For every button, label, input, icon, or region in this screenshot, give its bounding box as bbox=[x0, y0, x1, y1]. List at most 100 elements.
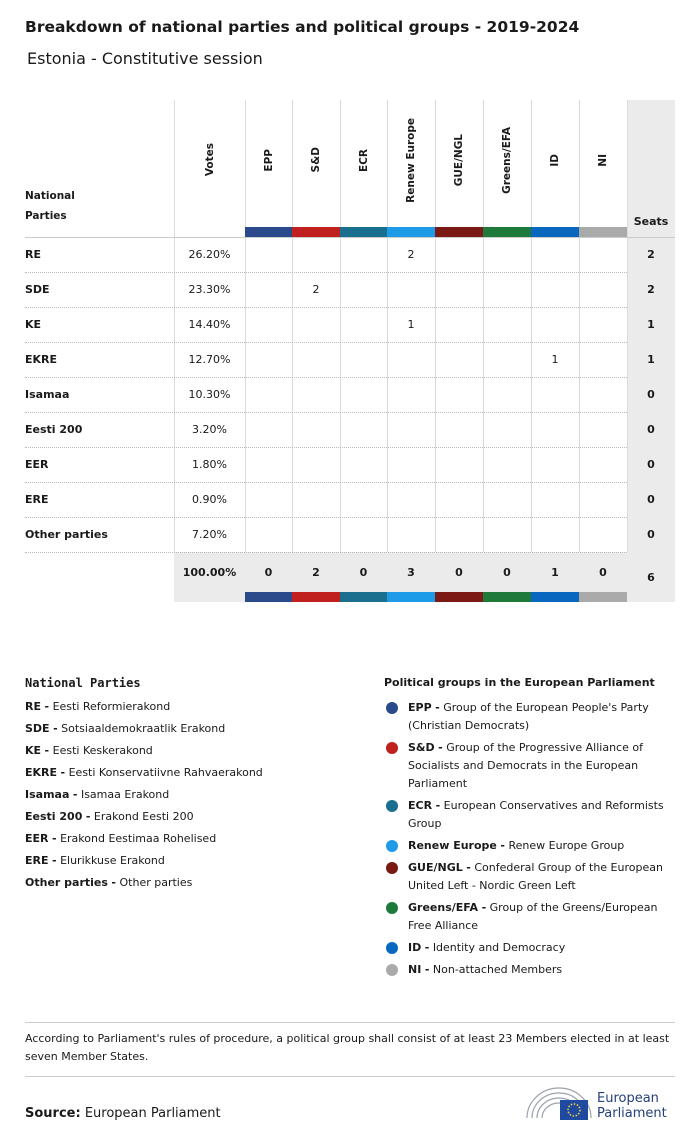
column-header: GUE/NGL bbox=[453, 133, 465, 187]
legend-name: European Conservatives and Reformists Gr… bbox=[408, 799, 664, 830]
group-color-bar bbox=[340, 227, 387, 237]
legend-abbr: RE bbox=[25, 700, 41, 713]
legend-dot bbox=[386, 862, 398, 874]
group-color-bar bbox=[292, 592, 340, 602]
title: Breakdown of national parties and politi… bbox=[25, 18, 580, 36]
votes: 14.40% bbox=[188, 318, 231, 331]
party-name: EER bbox=[25, 458, 49, 471]
party-name: KE bbox=[25, 318, 42, 331]
column-line bbox=[340, 100, 341, 552]
column-line bbox=[292, 100, 293, 552]
legend-dot bbox=[386, 800, 398, 812]
legend-item: ECR - European Conservatives and Reformi… bbox=[384, 797, 676, 833]
legend-name: Eesti Konservatiivne Rahvaerakond bbox=[68, 766, 263, 779]
legend-name: Group of the Greens/European Free Allian… bbox=[408, 901, 658, 932]
table: National Parties Votes EPP S&D ECR Renew Euro… bbox=[25, 100, 675, 602]
source-text: European Parliament bbox=[84, 1106, 221, 1121]
legend-abbr: EKRE bbox=[25, 766, 58, 779]
legend-separator: - bbox=[53, 722, 58, 735]
legend-item: GUE/NGL - Confederal Group of the Europe… bbox=[384, 859, 676, 895]
legend-separator: - bbox=[481, 901, 487, 914]
legend-separator: - bbox=[72, 788, 78, 801]
legend-abbr: Renew Europe bbox=[408, 839, 497, 852]
national-legend: National Parties RE - Eesti Reformierakon… bbox=[25, 676, 355, 894]
seats-header: Seats bbox=[633, 214, 669, 228]
legend-separator: - bbox=[435, 799, 441, 812]
legend-separator: - bbox=[85, 810, 91, 823]
seats: 2 bbox=[647, 283, 655, 296]
legend-abbr: S&D bbox=[408, 741, 435, 754]
logo-text: European Parliament bbox=[597, 1091, 667, 1121]
group-color-bar bbox=[435, 227, 483, 237]
row-separator bbox=[25, 552, 627, 553]
column-header-cell: NI bbox=[579, 110, 627, 210]
votes: 12.70% bbox=[188, 353, 231, 366]
logo-line: European bbox=[597, 1091, 659, 1106]
legend-dot bbox=[386, 942, 398, 954]
group-color-bar bbox=[292, 227, 340, 237]
column-line bbox=[483, 100, 484, 552]
legend-name: Non-attached Members bbox=[432, 963, 563, 976]
legend-name: Identity and Democracy bbox=[432, 941, 566, 954]
column-line bbox=[531, 100, 532, 552]
total-group-seats: 1 bbox=[551, 565, 559, 579]
legend-item: S&D - Group of the Progressive Alliance … bbox=[384, 739, 676, 793]
total-seats: 6 bbox=[647, 570, 655, 584]
seats: 2 bbox=[647, 248, 655, 261]
row-separator bbox=[25, 307, 627, 308]
column-header: Renew Europe bbox=[405, 117, 417, 203]
column-line bbox=[387, 100, 388, 552]
legend-title: National Parties bbox=[25, 676, 141, 690]
party-header: National Parties bbox=[25, 190, 75, 222]
legend-abbr: Other parties bbox=[25, 876, 108, 889]
legend-name: Confederal Group of the European United … bbox=[408, 861, 663, 892]
legend-item: EKRE - Eesti Konservatiivne Rahvaerakond bbox=[25, 762, 355, 784]
seats: 0 bbox=[647, 493, 655, 506]
group-color-bar bbox=[387, 592, 435, 602]
legend-separator: - bbox=[466, 861, 471, 874]
legend-separator: - bbox=[52, 854, 57, 867]
legend-dot bbox=[386, 840, 398, 852]
group-color-bar bbox=[245, 227, 292, 237]
legend-abbr: EER bbox=[25, 832, 49, 845]
legend-name: Eesti Reformierakond bbox=[52, 700, 171, 713]
group-legend: Political groups in the European Parliam… bbox=[384, 676, 676, 983]
seats: 1 bbox=[647, 353, 655, 366]
legend-item: SDE - Sotsiaaldemokraatlik Erakond bbox=[25, 718, 355, 740]
party-name: Isamaa bbox=[25, 388, 70, 401]
legend-abbr: Greens/EFA bbox=[408, 901, 479, 914]
total-group-seats: 2 bbox=[312, 565, 320, 579]
seats: 0 bbox=[647, 528, 655, 541]
column-header-cell: ID bbox=[531, 110, 579, 210]
legend-separator: - bbox=[438, 741, 443, 754]
legend-abbr: ECR bbox=[408, 799, 433, 812]
logo-mark bbox=[526, 1087, 592, 1120]
legend-abbr: EPP bbox=[408, 701, 432, 714]
legend-name: Renew Europe Group bbox=[508, 839, 625, 852]
legend-item: KE - Eesti Keskerakond bbox=[25, 740, 355, 762]
note: According to Parliament's rules of proce… bbox=[25, 1032, 670, 1063]
seats: 0 bbox=[647, 458, 655, 471]
column-header: ID bbox=[549, 153, 561, 167]
party-name: SDE bbox=[25, 283, 50, 296]
row-separator bbox=[25, 342, 627, 343]
legend-name: Elurikkuse Erakond bbox=[60, 854, 165, 867]
legend-separator: - bbox=[44, 744, 50, 757]
legend-separator: - bbox=[111, 876, 116, 889]
group-seats: 1 bbox=[551, 353, 559, 366]
row-separator bbox=[25, 377, 627, 378]
legend-separator: - bbox=[60, 766, 66, 779]
group-color-bar bbox=[245, 592, 292, 602]
column-header-cell: ECR bbox=[340, 110, 387, 210]
group-color-bar bbox=[579, 227, 627, 237]
legend-dot bbox=[386, 702, 398, 714]
row-separator bbox=[25, 517, 627, 518]
column-line bbox=[174, 100, 175, 552]
column-header-cell: Greens/EFA bbox=[483, 110, 531, 210]
legend-name: Group of the Progressive Alliance of Soc… bbox=[408, 741, 643, 790]
divider bbox=[25, 1022, 675, 1023]
votes: 3.20% bbox=[192, 423, 227, 436]
group-color-bar bbox=[387, 227, 435, 237]
seats: 0 bbox=[647, 423, 655, 436]
legend-item: Renew Europe - Renew Europe Group bbox=[384, 837, 676, 855]
